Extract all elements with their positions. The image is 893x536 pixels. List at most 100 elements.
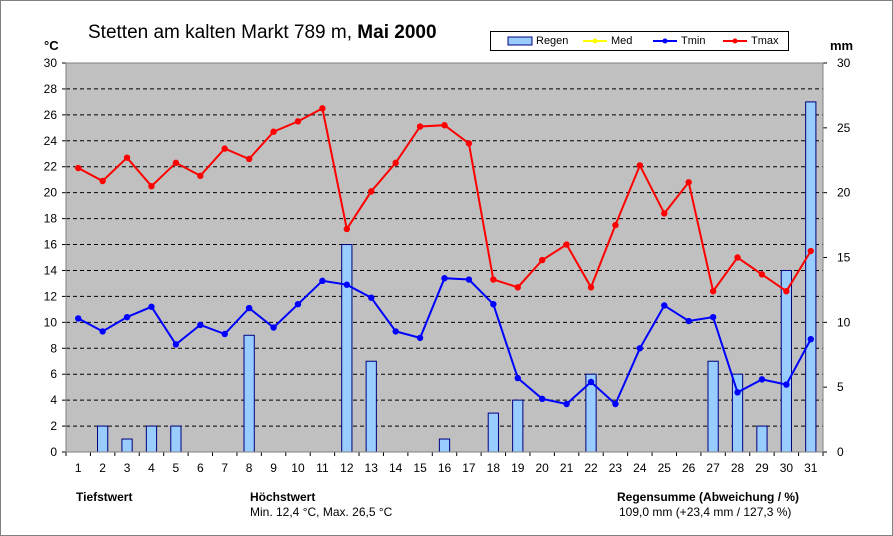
- x-axis-tick-label: 19: [511, 461, 525, 475]
- tmin-point: [270, 324, 277, 331]
- tmax-point: [441, 122, 448, 129]
- x-axis-tick-label: 6: [197, 461, 204, 475]
- x-axis-tick-label: 20: [535, 461, 549, 475]
- x-axis-tick-label: 24: [633, 461, 647, 475]
- tmax-point: [123, 154, 131, 161]
- x-axis-tick-label: 10: [291, 461, 305, 475]
- x-axis-tick-label: 12: [340, 461, 354, 475]
- regensumme-label: Regensumme (Abweichung / %): [617, 490, 800, 504]
- left-axis-tick-label: 2: [50, 419, 57, 433]
- tmax-point: [734, 254, 741, 261]
- tmax-point: [587, 284, 595, 291]
- rain-bar: [512, 399, 524, 453]
- tmin-point: [587, 378, 595, 386]
- left-axis-tick-label: 22: [44, 160, 58, 174]
- x-axis-tick-label: 14: [389, 461, 403, 475]
- legend-med-swatch: [583, 38, 607, 44]
- tmax-point: [319, 105, 326, 112]
- rain-bar: [170, 425, 182, 453]
- left-axis-tick-label: 10: [44, 315, 58, 329]
- tmax-point: [221, 145, 228, 152]
- tmin-point: [197, 321, 204, 329]
- tmin-point: [734, 389, 741, 396]
- x-axis-tick-label: 18: [487, 461, 501, 475]
- tmin-point: [148, 303, 155, 310]
- rain-bar: [438, 438, 451, 453]
- left-axis-tick-label: 14: [44, 263, 58, 277]
- left-axis-tick-label: 4: [50, 393, 57, 407]
- rain-bar: [145, 425, 158, 453]
- right-axis-tick-label: 30: [837, 56, 851, 70]
- legend-med-label: Med: [611, 35, 633, 47]
- tmax-point: [368, 188, 375, 195]
- tmax-point: [148, 182, 155, 190]
- left-axis-tick-label: 24: [44, 134, 58, 148]
- x-axis-tick-label: 28: [731, 461, 745, 475]
- tmin-point: [368, 294, 375, 301]
- x-axis-tick-label: 11: [316, 461, 329, 475]
- rain-bar: [487, 412, 499, 453]
- tmin-point: [294, 300, 302, 308]
- rain-bar: [707, 360, 719, 453]
- x-axis-tick-label: 16: [438, 461, 452, 475]
- tmin-point: [783, 381, 790, 388]
- tmax-point: [709, 288, 717, 295]
- tmax-point: [685, 179, 692, 186]
- tmax-point: [172, 159, 180, 167]
- tmin-point: [99, 328, 106, 335]
- right-axis-tick-label: 25: [837, 121, 851, 135]
- x-axis-tick-label: 26: [682, 461, 696, 475]
- tmax-point: [343, 225, 351, 233]
- x-axis-tick-label: 23: [609, 461, 623, 475]
- tmin-point: [636, 345, 644, 352]
- tmin-point: [490, 300, 497, 308]
- x-axis-tick-label: 31: [804, 461, 818, 475]
- tmin-point: [123, 313, 131, 321]
- right-axis-tick-label: 20: [837, 186, 851, 200]
- legend-tmin-swatch: [653, 38, 677, 44]
- rain-bar: [780, 269, 792, 453]
- left-axis-tick-label: 20: [44, 186, 58, 200]
- legend-item-tmin: Tmin: [652, 34, 705, 48]
- right-axis-tick-label: 15: [837, 251, 851, 265]
- tmax-point: [99, 177, 106, 185]
- tmax-point: [416, 123, 424, 130]
- left-axis-tick-label: 0: [50, 445, 57, 459]
- x-axis-tick-label: 29: [755, 461, 769, 475]
- tmin-point: [465, 276, 473, 283]
- legend: Regen Med Tmin Tmax: [490, 31, 789, 51]
- legend-rain-swatch: [507, 36, 533, 46]
- tmax-point: [490, 276, 497, 283]
- left-axis-tick-label: 26: [44, 108, 58, 122]
- tmin-point: [661, 302, 668, 309]
- tmin-point: [612, 400, 619, 408]
- tmax-point: [563, 241, 570, 248]
- tmax-point: [294, 118, 302, 125]
- x-axis-tick-label: 4: [148, 461, 155, 475]
- tmax-point: [807, 247, 814, 255]
- left-axis-tick-label: 8: [50, 341, 57, 355]
- tmin-point: [538, 395, 546, 403]
- x-axis-tick-label: 7: [221, 461, 228, 475]
- rain-bar: [365, 360, 377, 453]
- tmin-point: [758, 376, 766, 383]
- x-axis-tick-label: 27: [706, 461, 720, 475]
- tmax-point: [197, 172, 204, 180]
- legend-tmax-swatch: [723, 38, 747, 44]
- tiefstwert-label: Tiefstwert: [76, 490, 133, 504]
- right-axis-unit: mm: [830, 38, 854, 53]
- left-axis-tick-label: 30: [44, 56, 58, 70]
- legend-item-tmax: Tmax: [722, 34, 779, 48]
- tmin-point: [343, 281, 351, 288]
- regensumme-value: 109,0 mm (+23,4 mm / 127,3 %): [619, 505, 792, 519]
- tmin-point: [514, 374, 521, 382]
- tmin-point: [245, 304, 253, 312]
- tmin-point: [563, 400, 570, 408]
- hoechstwert-label: Höchstwert: [250, 490, 316, 504]
- tmin-point: [709, 313, 717, 321]
- x-axis-tick-label: 21: [560, 461, 574, 475]
- tmin-point: [416, 334, 424, 342]
- tmin-point: [392, 328, 399, 335]
- tmax-point: [783, 288, 790, 295]
